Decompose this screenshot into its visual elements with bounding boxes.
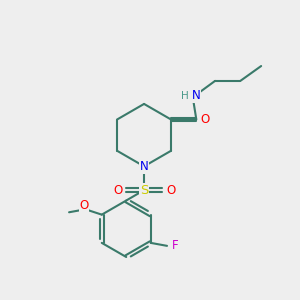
Text: N: N (140, 160, 148, 173)
Text: H: H (181, 91, 188, 101)
Text: O: O (200, 113, 209, 126)
Text: O: O (79, 199, 88, 212)
Text: N: N (192, 89, 201, 102)
Text: F: F (172, 239, 178, 252)
Text: O: O (113, 184, 122, 196)
Text: O: O (166, 184, 175, 196)
Text: S: S (140, 184, 148, 196)
